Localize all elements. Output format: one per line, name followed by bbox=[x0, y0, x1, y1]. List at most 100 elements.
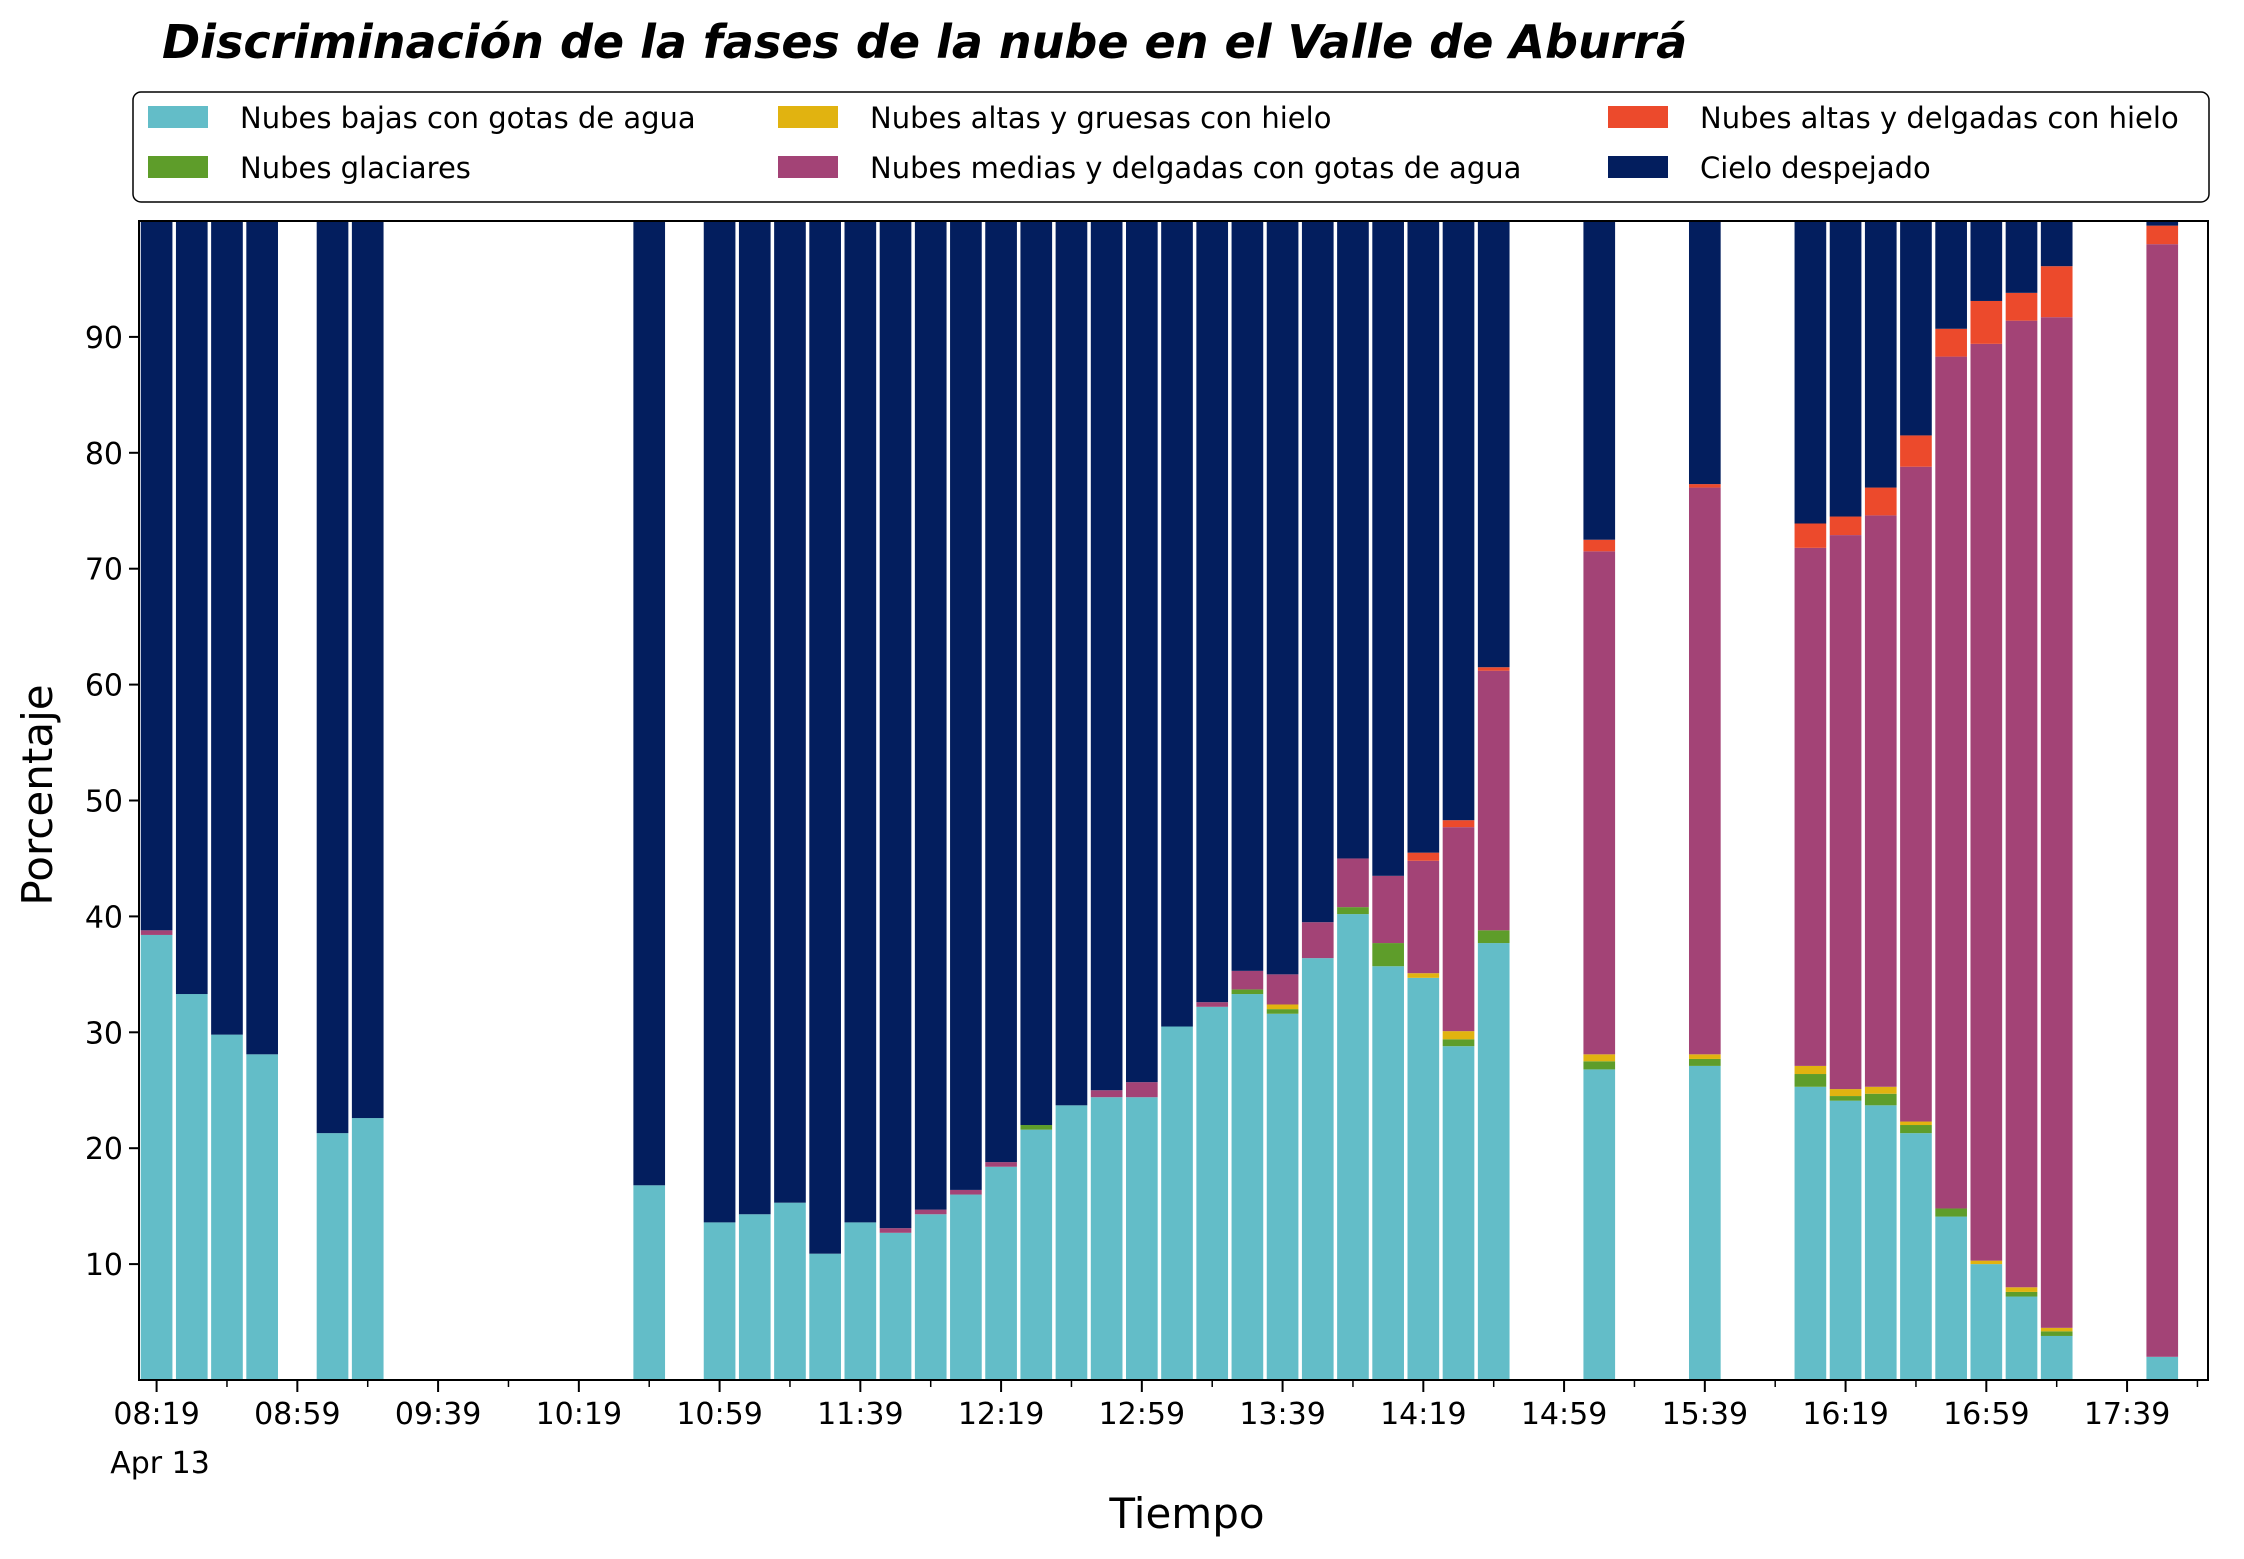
bar-segment-3-5 bbox=[246, 221, 278, 1055]
bar-segment-38-1 bbox=[2005, 1291, 2038, 1297]
bar-segment-28-5 bbox=[1442, 221, 1475, 821]
bar-segment-27-4 bbox=[1407, 852, 1440, 861]
bar-segment-29-0 bbox=[1477, 943, 1510, 1380]
bar-segment-27-3 bbox=[1407, 860, 1440, 974]
bar-segment-32-4 bbox=[1794, 523, 1827, 548]
x-axis: 08:19 08:59 09:39 10:19 10:59 11:39 12:19 12:59… bbox=[113, 1380, 2199, 1432]
date-label: Apr 13 bbox=[110, 1446, 210, 1481]
bar-segment-24-0 bbox=[1301, 958, 1334, 1380]
bar-segment-2-5 bbox=[211, 221, 243, 1035]
bar-segment-6-5 bbox=[633, 221, 666, 1186]
bar-segment-16-5 bbox=[1020, 221, 1053, 1126]
legend-label-3: Nubes medias y delgadas con gotas de agu… bbox=[870, 151, 1521, 185]
bar-segment-29-5 bbox=[1477, 221, 1510, 668]
bar-segment-23-2 bbox=[1266, 1004, 1299, 1010]
x-tick-label-8: 13:39 bbox=[1239, 1397, 1325, 1432]
bar-segment-17-5 bbox=[1055, 221, 1088, 1106]
bar-segment-12-5 bbox=[879, 221, 912, 1229]
bar-segment-8-0 bbox=[738, 1214, 771, 1380]
bar-segment-34-1 bbox=[1864, 1093, 1897, 1106]
bar-segment-31-0 bbox=[1688, 1065, 1721, 1380]
bar-segment-23-1 bbox=[1266, 1009, 1299, 1014]
bar-segment-39-5 bbox=[2040, 221, 2073, 267]
bar-segment-2-0 bbox=[211, 1034, 243, 1380]
bar-segment-29-3 bbox=[1477, 670, 1510, 931]
bar-segment-37-2 bbox=[1970, 1260, 2003, 1265]
legend-label-2: Nubes altas y gruesas con hielo bbox=[870, 101, 1331, 135]
legend-label-0: Nubes bajas con gotas de agua bbox=[240, 101, 696, 135]
x-tick-label-10: 14:59 bbox=[1521, 1397, 1607, 1432]
bar-segment-30-0 bbox=[1583, 1069, 1616, 1380]
bar-segment-22-1 bbox=[1231, 989, 1264, 995]
bar-segment-18-3 bbox=[1090, 1090, 1123, 1098]
bar-segment-16-0 bbox=[1020, 1129, 1053, 1380]
x-tick-label-14: 17:39 bbox=[2084, 1397, 2170, 1432]
bar-segment-15-3 bbox=[985, 1162, 1017, 1167]
bar-segment-23-0 bbox=[1266, 1013, 1299, 1380]
bar-segment-15-5 bbox=[985, 221, 1017, 1163]
bar-segment-33-2 bbox=[1829, 1089, 1862, 1097]
bar-segment-13-0 bbox=[914, 1214, 947, 1380]
y-tick-label-6: 70 bbox=[85, 553, 123, 588]
bar-segment-28-3 bbox=[1442, 827, 1475, 1032]
bar-segment-37-3 bbox=[1970, 343, 2003, 1261]
bar-segment-34-2 bbox=[1864, 1086, 1897, 1094]
bar-segment-14-3 bbox=[950, 1189, 982, 1195]
bar-segment-14-5 bbox=[950, 221, 982, 1190]
bar-segment-8-5 bbox=[738, 221, 771, 1215]
y-tick-label-7: 80 bbox=[85, 437, 123, 472]
y-tick-label-4: 50 bbox=[85, 785, 123, 820]
bar-segment-31-4 bbox=[1688, 484, 1721, 488]
bar-segment-34-4 bbox=[1864, 487, 1897, 516]
bar-segment-34-0 bbox=[1864, 1105, 1897, 1380]
legend-swatch-2 bbox=[778, 106, 838, 128]
bar-segment-30-4 bbox=[1583, 539, 1616, 552]
bar-segment-33-5 bbox=[1829, 221, 1862, 517]
bar-segment-0-0 bbox=[140, 934, 173, 1380]
x-tick-label-11: 15:39 bbox=[1662, 1397, 1748, 1432]
bar-segment-21-0 bbox=[1196, 1006, 1229, 1380]
bar-segment-39-3 bbox=[2040, 317, 2073, 1328]
bar-segment-6-0 bbox=[633, 1185, 666, 1380]
bar-segment-35-2 bbox=[1900, 1121, 1932, 1126]
legend-label-5: Cielo despejado bbox=[1700, 151, 1931, 185]
bar-segment-11-5 bbox=[844, 221, 877, 1223]
bar-segment-27-0 bbox=[1407, 977, 1440, 1380]
bar-segment-32-2 bbox=[1794, 1065, 1827, 1075]
legend-swatch-4 bbox=[1608, 106, 1668, 128]
bar-segment-20-0 bbox=[1161, 1026, 1193, 1380]
bar-segment-5-5 bbox=[351, 221, 384, 1119]
bar-segment-36-3 bbox=[1935, 356, 1967, 1209]
bar-segment-18-5 bbox=[1090, 221, 1123, 1091]
bar-segment-9-0 bbox=[774, 1202, 806, 1380]
bar-segment-26-1 bbox=[1372, 943, 1404, 967]
x-tick-label-1: 08:59 bbox=[254, 1397, 340, 1432]
bar-segment-9-5 bbox=[774, 221, 806, 1203]
bar-segment-29-1 bbox=[1477, 930, 1510, 944]
x-tick-label-13: 16:59 bbox=[1943, 1397, 2029, 1432]
bar-segment-35-1 bbox=[1900, 1125, 1932, 1134]
bar-segment-32-1 bbox=[1794, 1074, 1827, 1087]
bar-segment-26-0 bbox=[1372, 966, 1404, 1380]
bar-segment-35-5 bbox=[1900, 221, 1932, 436]
bar-segment-36-0 bbox=[1935, 1216, 1967, 1380]
bar-segment-24-5 bbox=[1301, 221, 1334, 923]
bar-segment-33-1 bbox=[1829, 1096, 1862, 1101]
y-tick-label-3: 40 bbox=[85, 900, 123, 935]
bar-segment-19-3 bbox=[1126, 1082, 1158, 1098]
bar-segment-15-0 bbox=[985, 1166, 1017, 1380]
bar-segment-13-5 bbox=[914, 221, 947, 1210]
bar-segment-10-0 bbox=[809, 1253, 841, 1380]
bar-segment-25-1 bbox=[1337, 907, 1369, 915]
bar-segment-12-3 bbox=[879, 1228, 912, 1233]
bar-segment-21-3 bbox=[1196, 1002, 1229, 1007]
bar-segment-38-0 bbox=[2005, 1296, 2038, 1380]
legend: Nubes bajas con gotas de agua Nubes glaci… bbox=[132, 91, 2210, 203]
bar-segment-19-5 bbox=[1126, 221, 1158, 1083]
bar-segment-27-5 bbox=[1407, 221, 1440, 853]
bar-segment-23-5 bbox=[1266, 221, 1299, 975]
bar-segment-33-0 bbox=[1829, 1100, 1862, 1380]
bar-segment-25-3 bbox=[1337, 858, 1369, 908]
bar-segment-40-5 bbox=[2146, 221, 2179, 226]
